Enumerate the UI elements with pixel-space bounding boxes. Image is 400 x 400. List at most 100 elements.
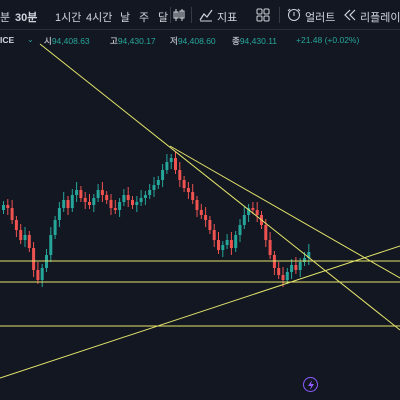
candle bbox=[113, 208, 117, 210]
indicators-icon[interactable] bbox=[199, 8, 213, 25]
candle bbox=[40, 268, 44, 280]
close-label: 종 bbox=[232, 36, 240, 46]
candle bbox=[100, 190, 104, 195]
low-value: 94,408.60 bbox=[177, 36, 216, 46]
candle bbox=[126, 195, 130, 200]
ohlc-open: 시94,408.63 bbox=[44, 35, 90, 47]
replay-icon[interactable] bbox=[344, 9, 356, 24]
timeframe-week[interactable]: 주 bbox=[139, 12, 150, 24]
trend-line[interactable] bbox=[0, 245, 400, 379]
candles-layer bbox=[2, 152, 311, 287]
candle bbox=[105, 195, 109, 200]
candle bbox=[6, 205, 10, 208]
candle bbox=[204, 215, 208, 220]
candle bbox=[32, 248, 36, 270]
candle bbox=[53, 220, 57, 235]
toolbar-separator bbox=[279, 7, 280, 23]
timeframe-1h[interactable]: 1시간 bbox=[55, 12, 82, 24]
candle-type-icon[interactable] bbox=[173, 8, 185, 25]
timeframe-1m[interactable]: 분 bbox=[0, 12, 11, 24]
candle bbox=[186, 188, 190, 192]
candle bbox=[307, 252, 311, 258]
timeframe-4h[interactable]: 4시간 bbox=[86, 12, 113, 24]
candle bbox=[23, 235, 27, 240]
candle bbox=[79, 190, 83, 198]
candle bbox=[268, 240, 272, 255]
candle bbox=[191, 192, 195, 200]
candle bbox=[290, 265, 294, 272]
candle bbox=[303, 258, 306, 262]
candle bbox=[49, 235, 53, 255]
candle bbox=[143, 195, 147, 198]
toolbar-separator bbox=[170, 7, 171, 23]
templates-grid-icon[interactable] bbox=[256, 8, 270, 25]
candle bbox=[66, 200, 70, 208]
candle bbox=[247, 208, 251, 215]
candle bbox=[27, 235, 31, 248]
candle bbox=[57, 208, 61, 220]
ohlc-close: 종94,430.11 bbox=[232, 35, 277, 47]
candle bbox=[182, 180, 186, 188]
symbol-name: ICE bbox=[0, 35, 15, 45]
candle bbox=[165, 162, 169, 170]
candle bbox=[156, 180, 160, 185]
candle bbox=[96, 190, 100, 198]
eye-icon[interactable]: ⌄ bbox=[27, 35, 34, 44]
candle bbox=[217, 240, 220, 250]
alerts-button[interactable]: 얼러트 bbox=[305, 12, 336, 24]
top-toolbar: 분 30분 1시간 4시간 날 주 달 지표 얼러트 리플레이 bbox=[0, 0, 400, 30]
candle bbox=[251, 208, 255, 210]
candle bbox=[195, 200, 199, 210]
candle bbox=[225, 240, 229, 245]
candle bbox=[161, 170, 165, 180]
low-label: 저 bbox=[170, 36, 178, 46]
indicators-button[interactable]: 지표 bbox=[217, 12, 238, 24]
price-chart[interactable] bbox=[0, 30, 400, 400]
candle bbox=[294, 265, 298, 270]
candle bbox=[285, 272, 289, 280]
candle bbox=[174, 158, 177, 170]
timeframe-day[interactable]: 날 bbox=[120, 12, 131, 24]
candle bbox=[208, 220, 212, 230]
timeframe-month[interactable]: 달 bbox=[158, 12, 169, 24]
candle bbox=[178, 170, 182, 180]
candle bbox=[139, 198, 143, 202]
ohlc-low: 저94,408.60 bbox=[170, 35, 216, 47]
lightning-icon[interactable] bbox=[303, 377, 318, 392]
candle bbox=[234, 235, 238, 248]
candle bbox=[221, 245, 225, 250]
trend-line[interactable] bbox=[169, 145, 400, 279]
open-label: 시 bbox=[44, 36, 52, 46]
candle bbox=[118, 202, 122, 210]
candle bbox=[88, 202, 91, 205]
candle bbox=[14, 220, 18, 230]
ohlc-change: +21.48 (+0.02%) bbox=[296, 35, 360, 45]
candle bbox=[298, 262, 302, 270]
candle bbox=[281, 275, 285, 280]
high-label: 고 bbox=[110, 36, 118, 46]
candle bbox=[152, 185, 156, 190]
alert-icon[interactable] bbox=[287, 8, 301, 25]
ohlc-legend: ICE ⌄ 시94,408.63 고94,430.17 저94,408.60 종… bbox=[0, 32, 400, 48]
timeframe-30m[interactable]: 30분 bbox=[15, 12, 38, 24]
candle bbox=[238, 225, 242, 235]
candle bbox=[242, 215, 246, 225]
candle bbox=[135, 202, 139, 205]
trend-line[interactable] bbox=[39, 43, 400, 331]
candle bbox=[229, 240, 233, 248]
open-value: 94,408.63 bbox=[51, 36, 90, 46]
close-value: 94,430.11 bbox=[239, 36, 278, 46]
toolbar-separator bbox=[191, 7, 192, 23]
candle bbox=[62, 200, 66, 208]
drawings-layer[interactable] bbox=[0, 43, 400, 379]
candle bbox=[169, 158, 173, 162]
replay-button[interactable]: 리플레이 bbox=[360, 12, 400, 24]
candle bbox=[92, 198, 96, 205]
candle bbox=[199, 210, 203, 215]
candle bbox=[19, 230, 23, 240]
candle bbox=[277, 268, 281, 275]
candle bbox=[255, 210, 259, 215]
candle bbox=[131, 200, 134, 205]
candle bbox=[122, 195, 126, 202]
candle bbox=[36, 270, 40, 280]
